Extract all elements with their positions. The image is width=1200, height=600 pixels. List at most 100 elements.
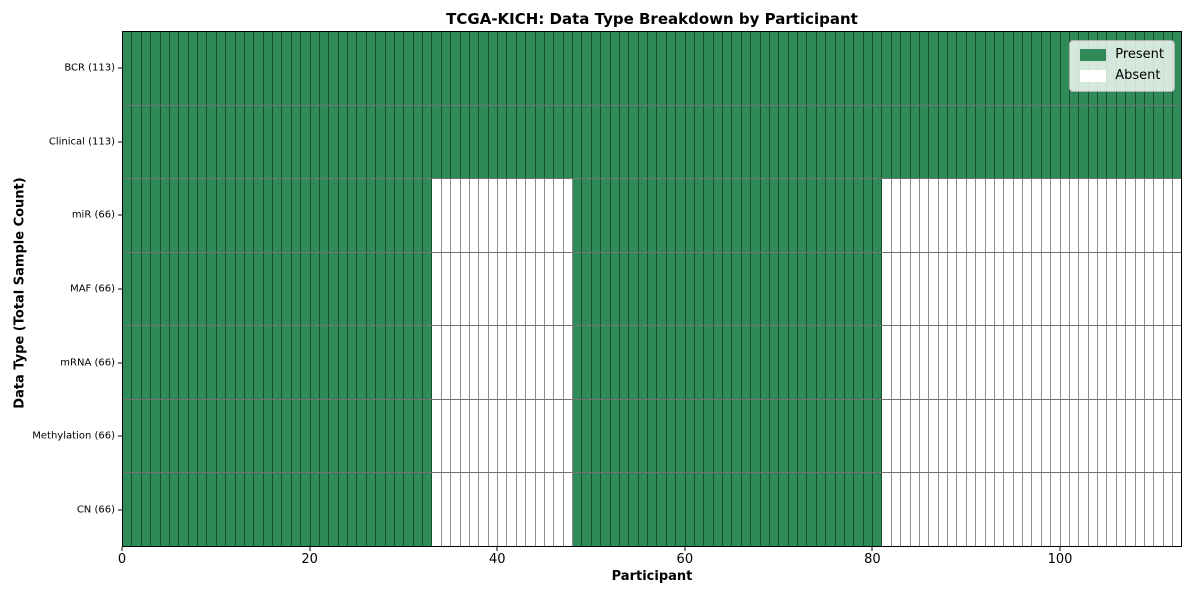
heatmap-cell <box>423 32 433 105</box>
heatmap-cell <box>141 32 152 105</box>
heatmap-cell <box>985 252 995 326</box>
heatmap-cell <box>254 473 264 547</box>
heatmap-cell <box>826 32 836 105</box>
heatmap-cell <box>451 105 461 179</box>
heatmap-cell <box>826 105 836 179</box>
heatmap-cell <box>732 32 742 105</box>
heatmap-cell <box>1051 32 1061 105</box>
x-tick-marks <box>121 547 1182 551</box>
heatmap-cell <box>760 473 770 547</box>
heatmap-cell <box>957 179 967 252</box>
heatmap-cell <box>254 105 264 179</box>
heatmap-cell <box>1126 326 1136 399</box>
heatmap-cell <box>610 252 620 326</box>
heatmap-cell <box>198 252 208 326</box>
heatmap-cell <box>910 32 920 105</box>
heatmap-cell <box>901 473 911 547</box>
legend-item-present: Present <box>1080 47 1164 62</box>
heatmap-cell <box>441 179 452 252</box>
heatmap-cell <box>919 399 930 473</box>
heatmap-cell <box>957 473 967 547</box>
heatmap-cell <box>985 32 995 105</box>
heatmap-cell <box>929 473 939 547</box>
heatmap-cell <box>1023 326 1033 399</box>
heatmap-cell <box>1144 473 1155 547</box>
y-tick-mark <box>118 288 122 290</box>
heatmap-cell <box>948 252 958 326</box>
heatmap-cell <box>704 252 714 326</box>
heatmap-cell <box>751 326 761 399</box>
heatmap-cell <box>1126 252 1136 326</box>
heatmap-cell <box>1079 326 1089 399</box>
heatmap-cell <box>1069 179 1080 252</box>
heatmap-cell <box>338 473 348 547</box>
heatmap-cell <box>844 399 855 473</box>
heatmap-cell <box>291 252 302 326</box>
heatmap-cell <box>788 399 798 473</box>
heatmap-cell <box>404 326 414 399</box>
heatmap-cell <box>919 32 930 105</box>
heatmap-cell <box>863 473 873 547</box>
heatmap-cell <box>807 326 817 399</box>
heatmap-cell <box>1116 252 1127 326</box>
heatmap-cell <box>160 252 170 326</box>
heatmap-cell <box>329 252 339 326</box>
x-tick-label: 20 <box>301 552 318 567</box>
heatmap-cell <box>319 32 330 105</box>
heatmap-cell <box>1144 399 1155 473</box>
heatmap-cell <box>235 32 245 105</box>
heatmap-cell <box>882 399 892 473</box>
heatmap-cell <box>619 105 630 179</box>
heatmap-cell <box>713 32 723 105</box>
heatmap-cell <box>676 326 686 399</box>
heatmap-cell <box>1088 326 1098 399</box>
heatmap-cell <box>985 105 995 179</box>
heatmap-cell <box>544 179 555 252</box>
heatmap-cell <box>282 179 292 252</box>
heatmap-cell <box>1013 179 1023 252</box>
heatmap-cell <box>1116 179 1127 252</box>
heatmap-cell <box>179 473 189 547</box>
heatmap-cell <box>966 473 977 547</box>
heatmap-cell <box>610 179 620 252</box>
heatmap-cell <box>273 252 283 326</box>
heatmap-cell <box>432 326 442 399</box>
heatmap-cell <box>601 252 611 326</box>
heatmap-cell <box>966 399 977 473</box>
heatmap-cell <box>1051 105 1061 179</box>
heatmap-cell <box>319 252 330 326</box>
heatmap-cell <box>207 179 217 252</box>
heatmap-cell <box>985 326 995 399</box>
heatmap-cell <box>1079 252 1089 326</box>
heatmap-cell <box>254 179 264 252</box>
heatmap-cell <box>554 399 564 473</box>
heatmap-cell <box>526 399 536 473</box>
heatmap-cell <box>160 399 170 473</box>
heatmap-cell <box>451 473 461 547</box>
heatmap-cell <box>226 399 236 473</box>
heatmap-cell <box>929 105 939 179</box>
heatmap-cell <box>638 326 648 399</box>
heatmap-cell <box>573 326 583 399</box>
heatmap-cell <box>685 179 695 252</box>
heatmap-cell <box>394 105 405 179</box>
heatmap-cell <box>235 473 245 547</box>
heatmap-cell <box>123 252 133 326</box>
heatmap-cell <box>123 179 133 252</box>
heatmap-cell <box>329 326 339 399</box>
y-tick-mark <box>118 67 122 69</box>
heatmap-cell <box>826 326 836 399</box>
heatmap-cell <box>1163 326 1173 399</box>
heatmap-cell <box>198 473 208 547</box>
heatmap-cell <box>910 252 920 326</box>
heatmap-cell <box>854 179 864 252</box>
heatmap-cell <box>385 179 395 252</box>
heatmap-cell <box>610 105 620 179</box>
heatmap-cell <box>291 473 302 547</box>
heatmap-cell <box>1163 399 1173 473</box>
heatmap-cell <box>723 105 733 179</box>
heatmap-cell <box>132 179 142 252</box>
heatmap-cell <box>207 252 217 326</box>
heatmap-cell <box>413 399 423 473</box>
heatmap-cell <box>404 399 414 473</box>
